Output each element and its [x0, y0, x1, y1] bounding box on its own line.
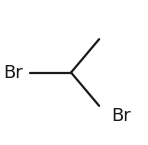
- Text: Br: Br: [111, 107, 131, 125]
- Text: Br: Br: [3, 64, 23, 81]
